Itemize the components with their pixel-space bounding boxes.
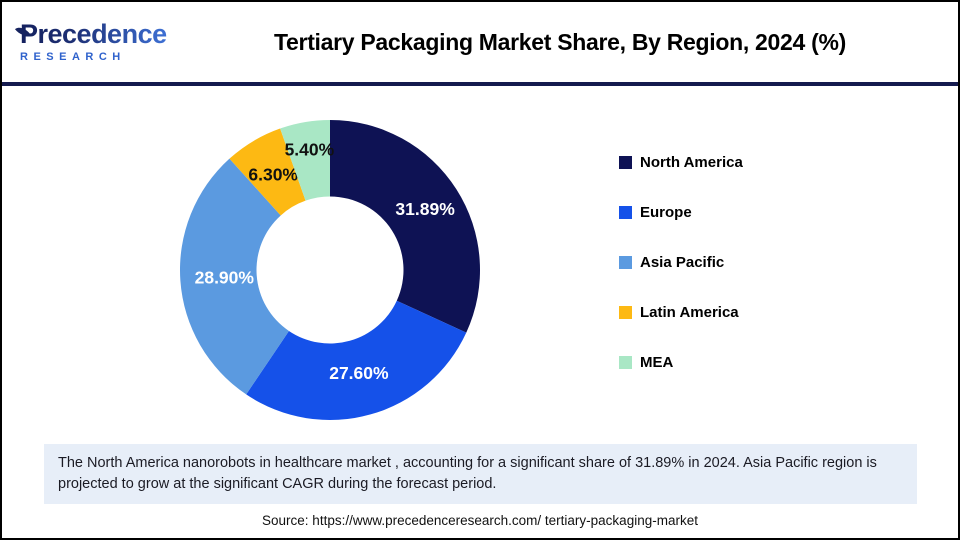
legend-item-north-america: North America bbox=[619, 152, 743, 172]
slice-value-label: 31.89% bbox=[395, 199, 455, 219]
legend-label: Latin America bbox=[640, 303, 739, 321]
legend-swatch bbox=[619, 205, 632, 219]
donut-slice-asia-pacific bbox=[179, 158, 289, 395]
source-line: Source: https://www.precedenceresearch.c… bbox=[262, 513, 698, 528]
header-divider bbox=[2, 82, 958, 86]
chart-title: Tertiary Packaging Market Share, By Regi… bbox=[274, 28, 846, 55]
slice-value-label: 6.30% bbox=[248, 165, 298, 185]
donut-slice-north-america bbox=[330, 120, 481, 333]
legend-swatch bbox=[619, 305, 632, 319]
header: Precedence RESEARCH Tertiary Packaging M… bbox=[2, 2, 958, 82]
donut-slice-europe bbox=[246, 300, 467, 421]
legend-label: Europe bbox=[640, 203, 692, 221]
legend: North America Europe Asia Pacific Latin … bbox=[619, 152, 743, 402]
summary-note: The North America nanorobots in healthca… bbox=[44, 444, 917, 505]
legend-label: North America bbox=[640, 153, 743, 171]
legend-swatch bbox=[619, 255, 632, 269]
slice-value-label: 28.90% bbox=[195, 268, 255, 288]
donut-chart: 31.89% 27.60% 28.90% 6.30% 5.40% bbox=[179, 120, 481, 421]
legend-swatch bbox=[619, 155, 632, 169]
legend-item-asia-pacific: Asia Pacific bbox=[619, 252, 743, 272]
legend-item-europe: Europe bbox=[619, 202, 743, 222]
slice-value-label: 27.60% bbox=[329, 363, 389, 383]
legend-item-mea: MEA bbox=[619, 352, 743, 372]
legend-label: MEA bbox=[640, 353, 674, 371]
donut-slice-mea bbox=[280, 120, 330, 201]
legend-swatch bbox=[619, 355, 632, 369]
brand-name: Precedence bbox=[20, 21, 170, 48]
brand-subtitle: RESEARCH bbox=[20, 51, 126, 63]
slice-value-label: 5.40% bbox=[285, 140, 335, 160]
donut-slice-latin-america bbox=[229, 128, 306, 216]
brand-logo: Precedence RESEARCH bbox=[2, 21, 170, 63]
legend-item-latin-america: Latin America bbox=[619, 302, 743, 322]
legend-label: Asia Pacific bbox=[640, 253, 725, 271]
